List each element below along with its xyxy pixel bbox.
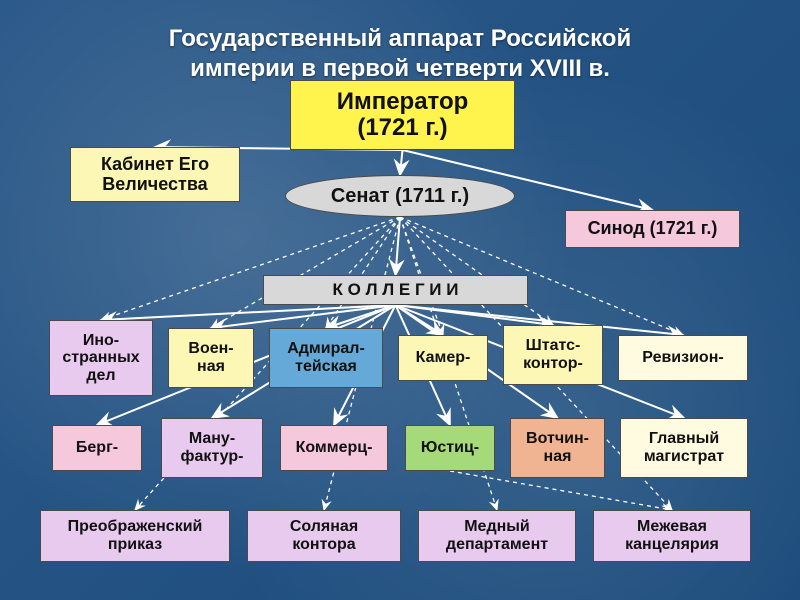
node-votchin: Вотчин- ная [510,418,605,478]
node-label: Штатс- контор- [523,337,583,372]
node-military: Воен- ная [168,328,254,388]
node-label: К О Л Л Е Г И И [333,281,459,300]
node-label: Берг- [76,439,118,457]
node-collegii: К О Л Л Е Г И И [263,275,528,305]
node-berg: Берг- [52,425,142,471]
node-label: Ревизион- [642,349,723,367]
node-salt: Соляная контора [247,510,401,562]
node-synod: Синод (1721 г.) [565,210,740,248]
node-label: Воен- ная [188,340,233,375]
node-cabinet: Кабинет Его Величества [70,147,240,202]
node-label: Юстиц- [421,439,479,457]
node-label: Император (1721 г.) [337,89,469,142]
node-admiral: Адмирал- тейская [269,328,383,388]
node-label: Коммерц- [296,439,373,457]
diagram-title: Государственный аппарат Российской импер… [0,24,800,84]
node-preobr: Преображенский приказ [40,510,230,562]
node-label: Ино- странных дел [62,332,139,385]
node-label: Камер- [416,349,471,367]
node-manuf: Ману- фактур- [161,418,263,478]
node-copper: Медный департамент [418,510,576,562]
node-label: Соляная контора [290,518,358,553]
node-label: Кабинет Его Величества [101,155,209,195]
node-label: Вотчин- ная [526,430,589,465]
node-revision: Ревизион- [618,335,748,381]
node-label: Адмирал- тейская [287,340,365,375]
diagram-canvas: { "page": { "width": 800, "height": 600,… [0,0,800,600]
node-foreign: Ино- странных дел [49,320,153,396]
node-emperor: Император (1721 г.) [290,80,515,150]
node-label: Ману- фактур- [181,430,244,465]
node-senate: Сенат (1711 г.) [285,175,515,217]
node-commerce: Коммерц- [280,425,388,471]
node-label: Преображенский приказ [68,518,203,553]
node-label: Медный департамент [446,518,548,553]
node-label: Синод (1721 г.) [588,219,718,239]
node-survey: Межевая канцелярия [593,510,751,562]
node-magistr: Главный магистрат [620,418,748,478]
node-label: Межевая канцелярия [625,518,719,553]
node-shtats: Штатс- контор- [503,325,603,385]
node-label: Сенат (1711 г.) [331,185,469,207]
node-justice: Юстиц- [405,425,495,471]
node-label: Главный магистрат [644,430,724,465]
node-kamer: Камер- [398,335,488,381]
